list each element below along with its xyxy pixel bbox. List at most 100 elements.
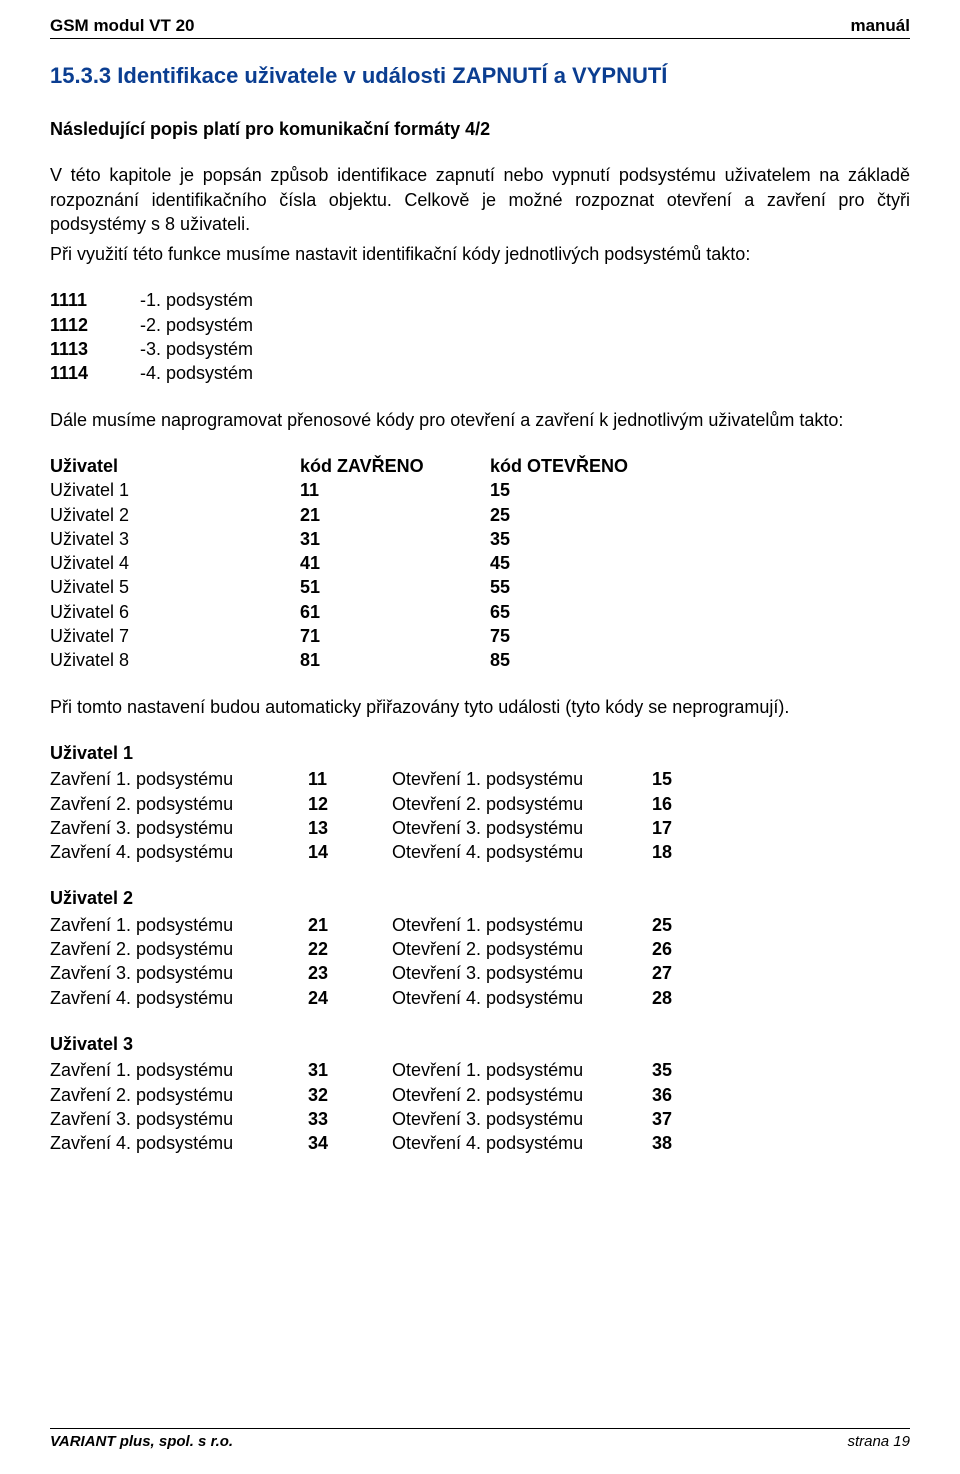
col-closed-header: kód ZAVŘENO	[300, 454, 490, 478]
open-label: Otevření 2. podsystému	[392, 792, 652, 816]
subsys-row: 1112 -2. podsystém	[50, 313, 910, 337]
paragraph-1: V této kapitole je popsán způsob identif…	[50, 163, 910, 236]
close-label: Zavření 4. podsystému	[50, 986, 308, 1010]
cell-user: Uživatel 3	[50, 527, 300, 551]
cell-opened: 65	[490, 600, 510, 624]
close-code: 21	[308, 913, 392, 937]
subsys-code: 1112	[50, 313, 140, 337]
close-code: 11	[308, 767, 392, 791]
close-label: Zavření 3. podsystému	[50, 961, 308, 985]
open-code: 17	[652, 816, 672, 840]
table-row: Uživatel 3 31 35	[50, 527, 910, 551]
subsys-label: -4. podsystém	[140, 361, 253, 385]
table-row: Uživatel 4 41 45	[50, 551, 910, 575]
open-code: 38	[652, 1131, 672, 1155]
user-block-row: Zavření 2. podsystému12Otevření 2. podsy…	[50, 792, 910, 816]
open-code: 25	[652, 913, 672, 937]
footer-right: strana 19	[847, 1433, 910, 1450]
table-row-header: Uživatel kód ZAVŘENO kód OTEVŘENO	[50, 454, 910, 478]
paragraph-2: Při využití této funkce musíme nastavit …	[50, 242, 910, 266]
open-label: Otevření 4. podsystému	[392, 1131, 652, 1155]
close-code: 33	[308, 1107, 392, 1131]
user-block: Uživatel 1Zavření 1. podsystému11Otevřen…	[50, 741, 910, 864]
cell-opened: 25	[490, 503, 510, 527]
header-left: GSM modul VT 20	[50, 16, 195, 36]
col-user-header: Uživatel	[50, 454, 300, 478]
open-label: Otevření 1. podsystému	[392, 913, 652, 937]
open-code: 18	[652, 840, 672, 864]
user-block-row: Zavření 3. podsystému33Otevření 3. podsy…	[50, 1107, 910, 1131]
paragraph-3: Dále musíme naprogramovat přenosové kódy…	[50, 408, 910, 432]
close-label: Zavření 3. podsystému	[50, 1107, 308, 1131]
footer-left: VARIANT plus, spol. s r.o.	[50, 1433, 233, 1450]
cell-closed: 51	[300, 575, 490, 599]
user-block-row: Zavření 1. podsystému21Otevření 1. podsy…	[50, 913, 910, 937]
table-row: Uživatel 5 51 55	[50, 575, 910, 599]
header-rule	[50, 38, 910, 39]
open-code: 15	[652, 767, 672, 791]
close-code: 22	[308, 937, 392, 961]
subsys-label: -3. podsystém	[140, 337, 253, 361]
cell-opened: 15	[490, 478, 510, 502]
close-code: 34	[308, 1131, 392, 1155]
open-label: Otevření 1. podsystému	[392, 767, 652, 791]
close-code: 24	[308, 986, 392, 1010]
close-label: Zavření 2. podsystému	[50, 937, 308, 961]
close-label: Zavření 2. podsystému	[50, 792, 308, 816]
user-block-row: Zavření 1. podsystému31Otevření 1. podsy…	[50, 1058, 910, 1082]
open-label: Otevření 3. podsystému	[392, 816, 652, 840]
cell-closed: 11	[300, 478, 490, 502]
user-block-row: Zavření 3. podsystému13Otevření 3. podsy…	[50, 816, 910, 840]
open-code: 36	[652, 1083, 672, 1107]
table-row: Uživatel 6 61 65	[50, 600, 910, 624]
cell-opened: 45	[490, 551, 510, 575]
table-row: Uživatel 7 71 75	[50, 624, 910, 648]
cell-closed: 61	[300, 600, 490, 624]
cell-opened: 75	[490, 624, 510, 648]
intro-bold: Následující popis platí pro komunikační …	[50, 117, 910, 141]
col-opened-header: kód OTEVŘENO	[490, 454, 628, 478]
user-block-title: Uživatel 2	[50, 886, 910, 910]
cell-opened: 55	[490, 575, 510, 599]
table-row: Uživatel 1 11 15	[50, 478, 910, 502]
user-block: Uživatel 3Zavření 1. podsystému31Otevřen…	[50, 1032, 910, 1155]
close-label: Zavření 2. podsystému	[50, 1083, 308, 1107]
open-label: Otevření 3. podsystému	[392, 1107, 652, 1131]
user-block-row: Zavření 4. podsystému24Otevření 4. podsy…	[50, 986, 910, 1010]
paragraph-4: Při tomto nastavení budou automaticky př…	[50, 695, 910, 719]
cell-user: Uživatel 7	[50, 624, 300, 648]
close-label: Zavření 3. podsystému	[50, 816, 308, 840]
user-block-row: Zavření 3. podsystému23Otevření 3. podsy…	[50, 961, 910, 985]
cell-user: Uživatel 5	[50, 575, 300, 599]
user-block-row: Zavření 4. podsystému34Otevření 4. podsy…	[50, 1131, 910, 1155]
open-code: 37	[652, 1107, 672, 1131]
subsystem-codes: 1111 -1. podsystém 1112 -2. podsystém 11…	[50, 288, 910, 385]
close-code: 13	[308, 816, 392, 840]
cell-closed: 41	[300, 551, 490, 575]
close-label: Zavření 4. podsystému	[50, 1131, 308, 1155]
subsys-row: 1113 -3. podsystém	[50, 337, 910, 361]
open-label: Otevření 2. podsystému	[392, 1083, 652, 1107]
close-label: Zavření 1. podsystému	[50, 1058, 308, 1082]
cell-user: Uživatel 2	[50, 503, 300, 527]
cell-user: Uživatel 8	[50, 648, 300, 672]
user-block-row: Zavření 1. podsystému11Otevření 1. podsy…	[50, 767, 910, 791]
open-code: 27	[652, 961, 672, 985]
footer-rule	[50, 1428, 910, 1429]
user-block-title: Uživatel 3	[50, 1032, 910, 1056]
open-code: 26	[652, 937, 672, 961]
subsys-code: 1111	[50, 288, 140, 312]
page-header: GSM modul VT 20 manuál	[50, 16, 910, 36]
user-block-row: Zavření 2. podsystému32Otevření 2. podsy…	[50, 1083, 910, 1107]
open-label: Otevření 1. podsystému	[392, 1058, 652, 1082]
subsys-row: 1111 -1. podsystém	[50, 288, 910, 312]
header-right: manuál	[850, 16, 910, 36]
section-title: 15.3.3 Identifikace uživatele v události…	[50, 63, 910, 89]
subsys-code: 1114	[50, 361, 140, 385]
cell-closed: 71	[300, 624, 490, 648]
user-codes-table: Uživatel kód ZAVŘENO kód OTEVŘENO Uživat…	[50, 454, 910, 673]
page-footer: VARIANT plus, spol. s r.o. strana 19	[50, 1428, 910, 1450]
open-code: 28	[652, 986, 672, 1010]
table-row: Uživatel 2 21 25	[50, 503, 910, 527]
subsys-code: 1113	[50, 337, 140, 361]
